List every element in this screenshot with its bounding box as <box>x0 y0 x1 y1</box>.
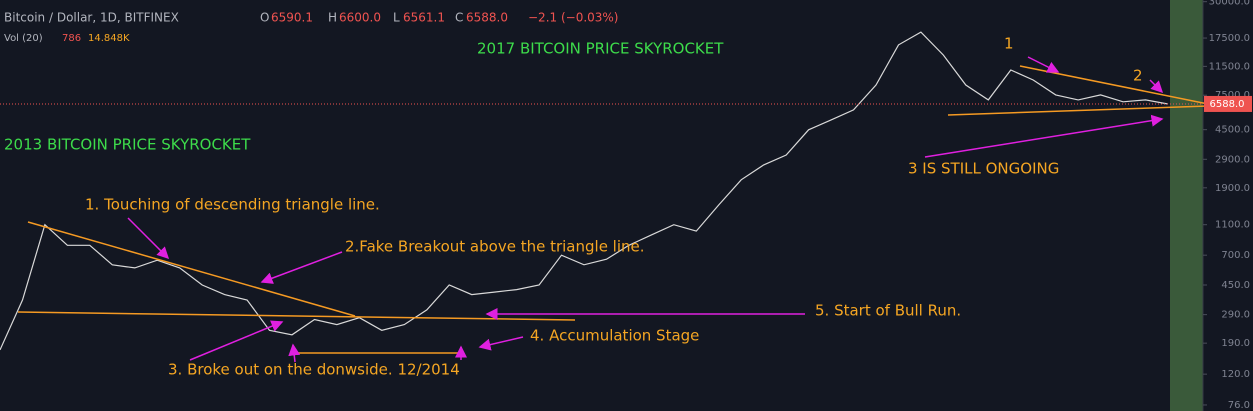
y-tick-label: 4500.0 <box>1215 125 1250 136</box>
y-tick-label: 450.0 <box>1221 280 1250 291</box>
arrow <box>1149 79 1164 94</box>
y-tick-label: 1900.0 <box>1215 183 1250 194</box>
annotation: 2.Fake Breakout above the triangle line. <box>345 238 645 256</box>
arrow <box>288 343 301 363</box>
symbol-title: Bitcoin / Dollar, 1D, BITFINEX <box>4 11 179 25</box>
y-tick-label: 76.0 <box>1228 400 1250 411</box>
price-line <box>0 31 1169 351</box>
y-tick-label: 30000.0 <box>1209 0 1250 8</box>
trend-line <box>947 105 1209 116</box>
plot <box>0 31 1203 351</box>
last-price-label: 6588.0 <box>1210 99 1245 110</box>
trend-line <box>27 221 356 317</box>
ohlc-label: O <box>260 11 269 25</box>
arrow <box>260 251 343 284</box>
arrow <box>189 320 284 361</box>
volume-label: Vol (20) <box>4 33 43 44</box>
arrow <box>127 217 170 260</box>
ohlc-label: L <box>393 11 400 25</box>
annotation: 3. Broke out on the donwside. 12/2014 <box>168 361 460 379</box>
y-tick-label: 2900.0 <box>1215 154 1250 165</box>
shaded-zone <box>1170 0 1203 411</box>
annotation: 3 IS STILL ONGOING <box>908 160 1059 178</box>
annotation: 1. Touching of descending triangle line. <box>85 196 380 214</box>
y-tick-label: 290.0 <box>1221 310 1250 321</box>
ohlc-value: 6590.1 <box>271 11 313 25</box>
volume-value: 786 <box>62 33 81 44</box>
ohlc-label: H <box>328 11 337 25</box>
ohlc-value: 6561.1 <box>403 11 445 25</box>
y-tick-label: 11500.0 <box>1209 61 1250 72</box>
volume-average: 14.848K <box>88 33 130 44</box>
ohlc-value: 6600.0 <box>339 11 381 25</box>
annotation: 2 <box>1133 67 1143 85</box>
annotation: 2013 BITCOIN PRICE SKYROCKET <box>4 136 251 154</box>
arrow <box>924 114 1164 158</box>
y-tick-label: 190.0 <box>1221 338 1250 349</box>
trend-line <box>17 311 576 321</box>
annotation: 5. Start of Bull Run. <box>815 302 961 320</box>
y-tick-label: 7500.0 <box>1215 90 1250 101</box>
y-tick-label: 700.0 <box>1221 250 1250 261</box>
annotation: 1 <box>1004 35 1014 53</box>
arrows <box>127 56 1164 363</box>
last-price-box <box>1204 95 1252 112</box>
y-tick-label: 17500.0 <box>1209 33 1250 44</box>
y-tick-label: 120.0 <box>1221 369 1250 380</box>
ohlc-value: 6588.0 <box>466 11 508 25</box>
y-tick-label: 1100.0 <box>1215 220 1250 231</box>
change: −2.1 (−0.03%) <box>528 11 619 25</box>
arrow <box>478 336 524 351</box>
annotation: 2017 BITCOIN PRICE SKYROCKET <box>477 40 724 58</box>
ohlc-label: C <box>455 11 463 25</box>
annotation: 4. Accumulation Stage <box>530 327 699 345</box>
arrow <box>1027 56 1060 73</box>
